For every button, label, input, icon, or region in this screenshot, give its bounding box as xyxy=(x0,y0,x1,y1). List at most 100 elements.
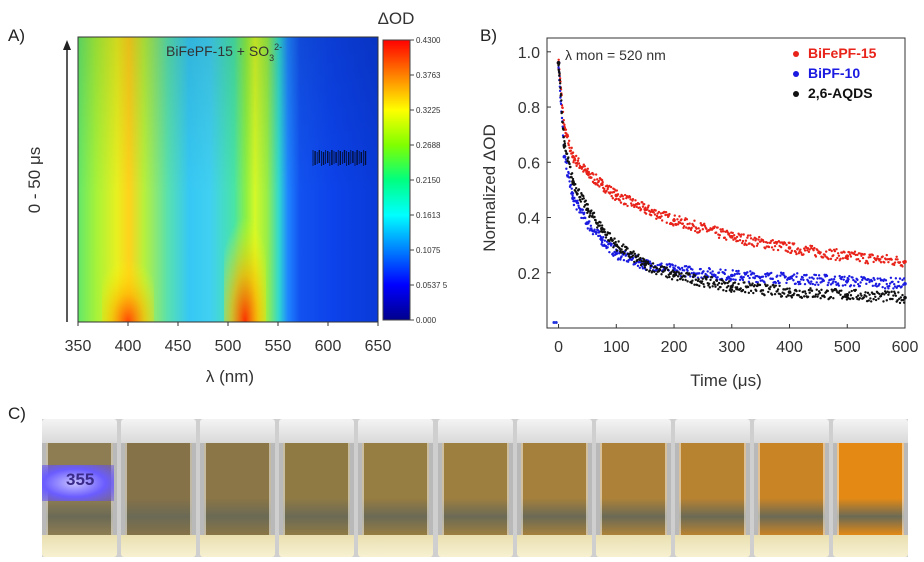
scatter-point xyxy=(707,282,711,286)
scatter-point xyxy=(590,209,593,212)
scatter-point xyxy=(593,178,596,182)
scatter-point xyxy=(898,277,902,280)
cuvette-rim xyxy=(595,419,671,443)
scatter-point xyxy=(709,278,712,282)
scatter-point xyxy=(699,222,702,225)
scatter-point xyxy=(893,292,897,295)
scatter-point xyxy=(785,243,788,247)
scatter-point xyxy=(782,274,786,277)
scatter-point xyxy=(668,265,672,268)
cuvette-rim xyxy=(833,419,908,443)
scatter-point xyxy=(665,221,668,224)
scatter-point xyxy=(874,298,878,302)
scatter-point xyxy=(829,257,833,261)
decay-y-tick-label: 0.8 xyxy=(518,100,540,117)
scatter-point xyxy=(803,249,807,252)
decay-x-tick-label: 400 xyxy=(776,339,803,356)
scatter-point xyxy=(691,275,695,279)
cuvette-base xyxy=(753,535,829,557)
scatter-point xyxy=(901,293,904,297)
scatter-point xyxy=(569,183,573,187)
scatter-point xyxy=(586,227,590,230)
scatter-point xyxy=(567,156,570,159)
scatter-point xyxy=(727,280,731,283)
scatter-point xyxy=(611,197,615,200)
scatter-point xyxy=(612,190,616,194)
scatter-point xyxy=(591,214,594,217)
scatter-point xyxy=(856,253,859,257)
data-point xyxy=(643,262,647,267)
scatter-point xyxy=(703,285,706,288)
scatter-point xyxy=(692,224,695,228)
scatter-point xyxy=(744,239,748,242)
scatter-point xyxy=(795,275,798,278)
scatter-point xyxy=(643,266,647,269)
scatter-point xyxy=(714,285,717,288)
scatter-point xyxy=(817,283,820,287)
scatter-point xyxy=(565,161,568,165)
colorbar-tick-label: 0.3225 xyxy=(416,106,441,115)
scatter-point xyxy=(893,282,896,286)
scatter-point xyxy=(887,287,890,290)
scatter-point xyxy=(628,195,632,199)
legend-marker xyxy=(793,91,799,97)
scatter-point xyxy=(631,198,635,201)
scatter-point xyxy=(836,252,840,255)
scatter-point xyxy=(704,272,707,276)
cuvette-liquid xyxy=(837,443,904,535)
scatter-point xyxy=(796,247,800,250)
scatter-point xyxy=(642,258,646,261)
scatter-point xyxy=(800,296,804,300)
scatter-point xyxy=(629,202,633,205)
scatter-point xyxy=(670,278,674,281)
scatter-point xyxy=(792,242,796,245)
scatter-point xyxy=(774,284,778,287)
scatter-point xyxy=(725,289,728,293)
scatter-point xyxy=(896,299,899,302)
scatter-point xyxy=(815,281,818,284)
scatter-point xyxy=(730,288,734,292)
scatter-point xyxy=(678,215,681,218)
scatter-point xyxy=(833,249,837,253)
colorbar-tick-label: 0.0537 5 xyxy=(416,281,448,290)
scatter-point xyxy=(878,277,882,280)
scatter-point xyxy=(827,257,830,261)
scatter-point xyxy=(871,253,875,257)
scatter-point xyxy=(803,295,806,298)
scatter-point xyxy=(784,275,787,278)
scatter-point xyxy=(796,272,799,275)
scatter-point xyxy=(686,222,689,226)
scatter-point xyxy=(596,178,599,181)
scatter-point xyxy=(703,275,707,278)
scatter-point xyxy=(639,256,642,260)
scatter-point xyxy=(832,277,836,281)
scatter-point xyxy=(708,267,712,271)
scatter-point xyxy=(789,251,793,255)
scatter-point xyxy=(795,289,798,293)
scatter-point xyxy=(730,278,733,281)
decay-y-tick-label: 1.0 xyxy=(518,45,540,62)
scatter-point xyxy=(778,281,781,285)
scatter-point xyxy=(732,238,735,241)
cuvette xyxy=(358,419,434,557)
scatter-point xyxy=(622,197,625,201)
scatter-point xyxy=(571,192,575,195)
scatter-point xyxy=(576,159,580,162)
cuvette-rim xyxy=(358,419,434,443)
cuvette-liquid xyxy=(520,443,588,535)
scatter-point xyxy=(672,224,675,227)
scatter-point xyxy=(818,291,822,295)
scatter-point xyxy=(636,258,639,262)
scatter-point xyxy=(666,268,670,272)
panel-label-b: B) xyxy=(480,26,497,45)
scatter-point xyxy=(902,261,906,265)
scatter-point xyxy=(569,149,573,152)
cuvette-rim xyxy=(753,419,829,443)
scatter-point xyxy=(836,256,839,260)
scatter-point xyxy=(901,278,904,282)
scatter-point xyxy=(608,250,611,254)
cuvette xyxy=(595,419,671,557)
scatter-point xyxy=(725,238,728,241)
scatter-point xyxy=(749,270,752,273)
scatter-point xyxy=(587,209,591,213)
